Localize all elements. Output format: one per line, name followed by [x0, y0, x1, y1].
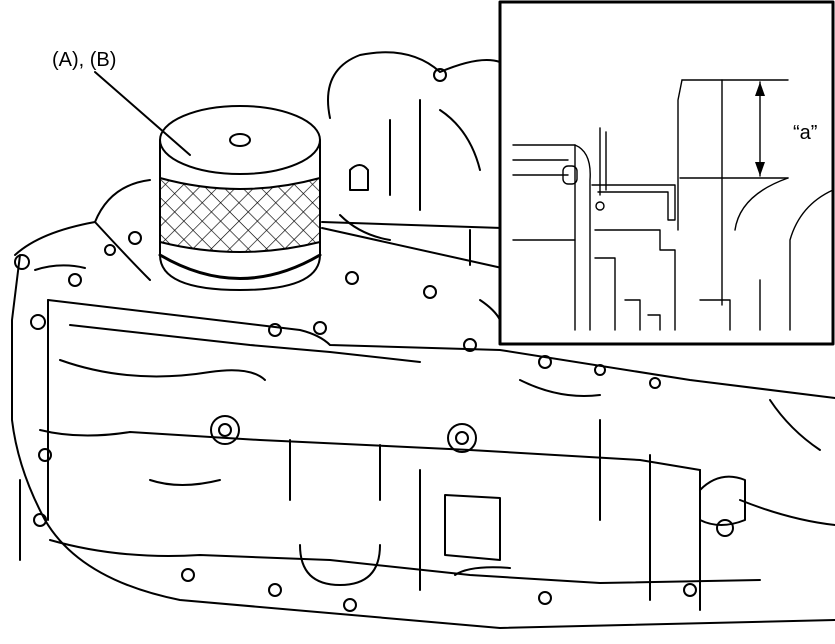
bolt-holes: [14, 68, 734, 612]
callout-lines: [321, 221, 503, 269]
transmission-housing: [11, 51, 835, 629]
part-label: (A), (B): [52, 49, 116, 71]
dimension-label: “a”: [793, 122, 817, 144]
label-leader-line: [94, 71, 191, 156]
detail-inset: [498, 0, 835, 346]
oil-filter: [158, 105, 322, 291]
